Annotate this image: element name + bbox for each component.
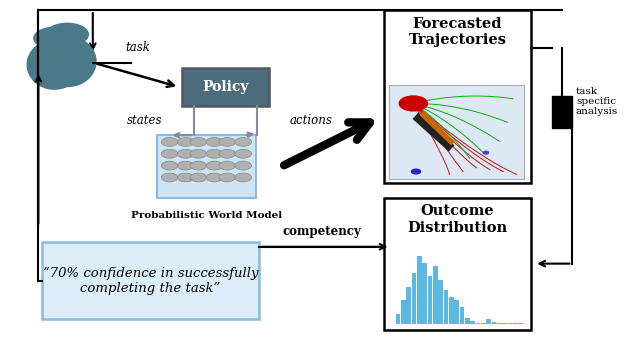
- Bar: [384, 10, 531, 183]
- Text: states: states: [127, 114, 162, 127]
- Bar: [444, 290, 448, 324]
- Circle shape: [206, 149, 223, 158]
- Bar: [486, 319, 491, 324]
- Bar: [449, 297, 454, 324]
- Bar: [497, 323, 502, 324]
- Circle shape: [206, 138, 223, 146]
- Circle shape: [177, 173, 194, 182]
- Bar: [465, 318, 470, 324]
- Bar: [460, 307, 464, 324]
- Bar: [518, 323, 523, 324]
- Circle shape: [177, 149, 194, 158]
- Bar: [182, 68, 269, 106]
- Circle shape: [412, 169, 420, 174]
- Text: Forecasted
Trajectories: Forecasted Trajectories: [408, 17, 507, 47]
- Bar: [502, 323, 507, 324]
- Text: task
specific
analysis: task specific analysis: [576, 87, 618, 116]
- Circle shape: [483, 151, 488, 154]
- Ellipse shape: [28, 40, 82, 89]
- Circle shape: [219, 138, 236, 146]
- Circle shape: [161, 173, 178, 182]
- Bar: [481, 323, 486, 324]
- Bar: [42, 242, 259, 319]
- Bar: [454, 300, 459, 324]
- Bar: [406, 287, 411, 324]
- Circle shape: [190, 138, 207, 146]
- Text: Policy: Policy: [202, 80, 249, 94]
- Circle shape: [219, 161, 236, 170]
- Circle shape: [206, 173, 223, 182]
- Bar: [389, 84, 524, 179]
- Bar: [422, 263, 427, 324]
- Text: competency: competency: [282, 225, 361, 238]
- Circle shape: [177, 138, 194, 146]
- Text: task: task: [125, 41, 150, 54]
- Bar: [412, 273, 416, 324]
- Text: Probabilistic World Model: Probabilistic World Model: [131, 211, 282, 220]
- Circle shape: [190, 173, 207, 182]
- Bar: [513, 323, 518, 324]
- Circle shape: [399, 96, 428, 111]
- Circle shape: [235, 149, 252, 158]
- Bar: [384, 198, 531, 330]
- Circle shape: [206, 161, 223, 170]
- Bar: [396, 314, 400, 324]
- Circle shape: [235, 138, 252, 146]
- Bar: [492, 322, 496, 324]
- Circle shape: [235, 173, 252, 182]
- Bar: [433, 266, 438, 324]
- Circle shape: [161, 161, 178, 170]
- Bar: [438, 280, 443, 324]
- Bar: [470, 321, 475, 324]
- Circle shape: [219, 149, 236, 158]
- Text: actions: actions: [289, 114, 332, 127]
- Text: Outcome
Distribution: Outcome Distribution: [408, 204, 508, 235]
- Bar: [401, 300, 406, 324]
- Bar: [508, 323, 512, 324]
- Circle shape: [46, 23, 88, 46]
- Bar: [157, 135, 256, 198]
- Circle shape: [177, 161, 194, 170]
- Circle shape: [161, 149, 178, 158]
- Circle shape: [161, 138, 178, 146]
- Circle shape: [219, 173, 236, 182]
- Circle shape: [235, 161, 252, 170]
- Ellipse shape: [38, 37, 96, 87]
- Bar: [476, 323, 480, 324]
- Circle shape: [190, 149, 207, 158]
- Circle shape: [34, 27, 75, 49]
- Bar: [417, 256, 422, 324]
- Bar: [428, 276, 432, 324]
- Text: “70% confidence in successfully
completing the task”: “70% confidence in successfully completi…: [43, 266, 258, 295]
- Circle shape: [190, 161, 207, 170]
- Bar: [552, 96, 572, 128]
